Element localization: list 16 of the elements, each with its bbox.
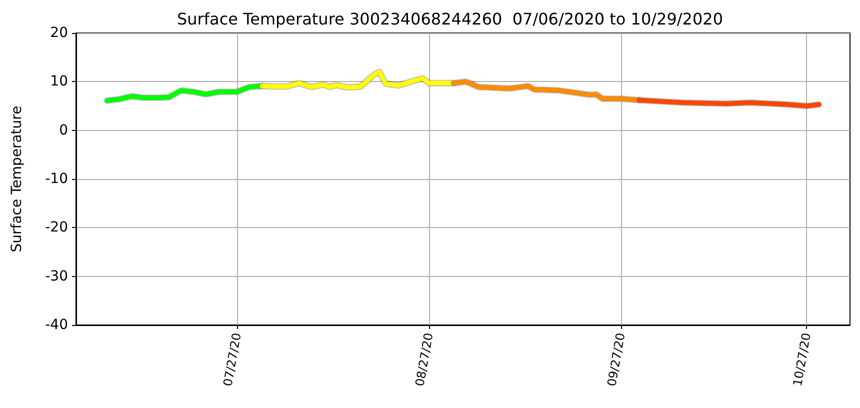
y-tick-label: -40 xyxy=(45,317,68,333)
y-axis-title: Surface Temperature xyxy=(9,106,25,252)
line-series xyxy=(260,70,456,90)
y-tick-label: 0 xyxy=(59,122,68,138)
x-tick-label: 09/27/20 xyxy=(604,332,628,388)
y-tick-label: -30 xyxy=(45,268,68,284)
y-tick-label: 20 xyxy=(50,25,68,41)
y-tick-label: -10 xyxy=(45,171,68,187)
line-series xyxy=(451,79,642,102)
x-tick-label: 08/27/20 xyxy=(412,332,436,388)
line-series xyxy=(104,84,264,103)
chart-title: Surface Temperature 300234068244260 07/06/2020 to 10/29/2020 xyxy=(176,10,724,28)
y-tick-label: 10 xyxy=(50,74,68,90)
y-tick-label: -20 xyxy=(45,220,68,236)
x-tick-label: 07/27/20 xyxy=(220,332,244,388)
x-tick-label: 10/27/20 xyxy=(790,332,814,388)
